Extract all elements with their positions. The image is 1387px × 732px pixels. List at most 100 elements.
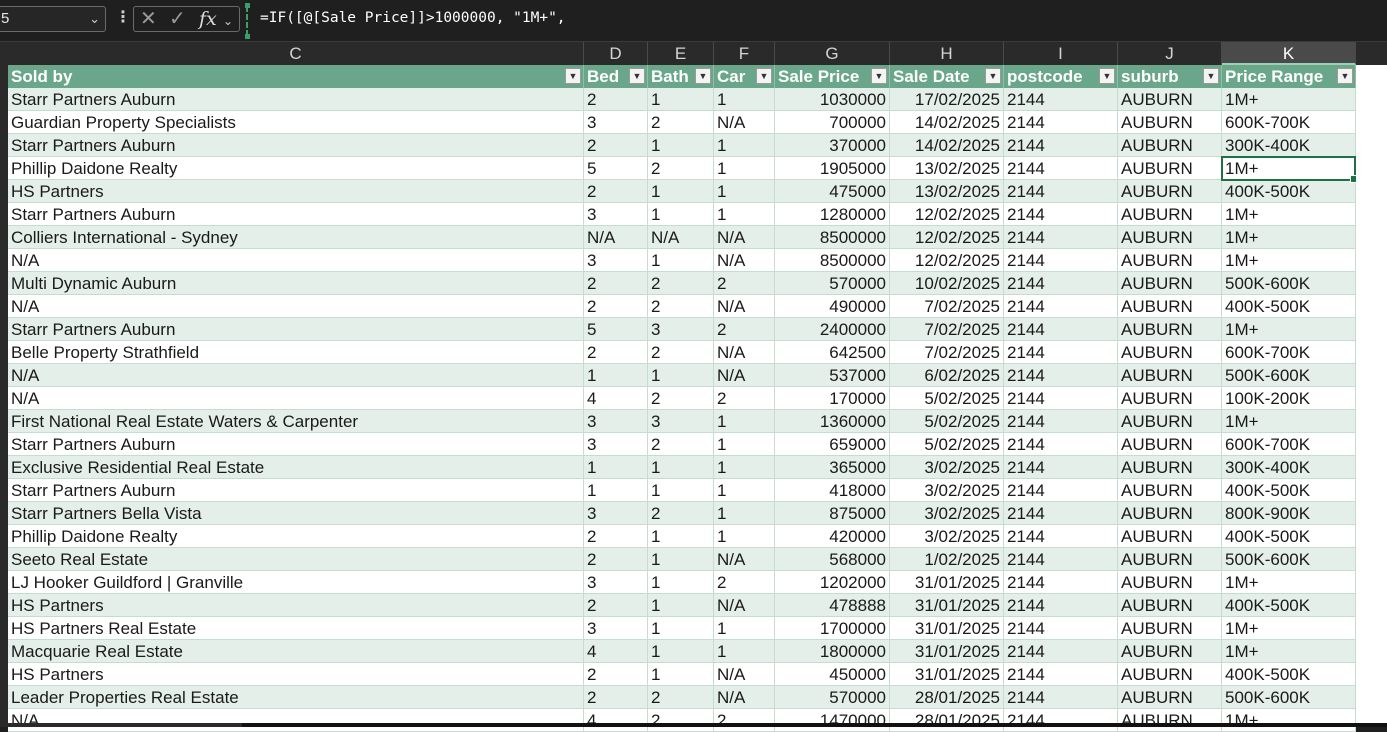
cell-sale-date[interactable]: 7/02/2025 — [890, 341, 1004, 364]
cell-bed[interactable]: 2 — [584, 272, 648, 295]
cell-car[interactable]: 1 — [714, 203, 775, 226]
cell-car[interactable]: 1 — [714, 134, 775, 157]
cell-bed[interactable]: 2 — [584, 525, 648, 548]
cell-sold-by[interactable]: N/A — [8, 295, 584, 318]
cell-sale-date[interactable]: 10/02/2025 — [890, 272, 1004, 295]
cell-sale-price[interactable]: 537000 — [775, 364, 890, 387]
x-icon[interactable]: ✕ — [140, 8, 157, 30]
cell-suburb[interactable]: AUBURN — [1118, 525, 1222, 548]
cell-sale-date[interactable]: 3/02/2025 — [890, 525, 1004, 548]
cell-sale-date[interactable]: 7/02/2025 — [890, 295, 1004, 318]
cell-bath[interactable]: 2 — [648, 709, 714, 732]
cell-price-range[interactable]: 500K-600K — [1222, 272, 1356, 295]
cell-postcode[interactable]: 2144 — [1004, 180, 1118, 203]
filter-dropdown-icon[interactable]: ▼ — [985, 68, 1001, 84]
cell-sold-by[interactable]: N/A — [8, 249, 584, 272]
filter-dropdown-icon[interactable]: ▼ — [629, 68, 645, 84]
cell-sale-date[interactable]: 13/02/2025 — [890, 180, 1004, 203]
cell-bath[interactable]: 1 — [648, 640, 714, 663]
cell-postcode[interactable]: 2144 — [1004, 226, 1118, 249]
cell-postcode[interactable]: 2144 — [1004, 456, 1118, 479]
cell-sale-date[interactable]: 13/02/2025 — [890, 157, 1004, 180]
cell-sold-by[interactable]: First National Real Estate Waters & Carp… — [8, 410, 584, 433]
cell-sale-date[interactable]: 14/02/2025 — [890, 111, 1004, 134]
cell-suburb[interactable]: AUBURN — [1118, 686, 1222, 709]
cell-postcode[interactable]: 2144 — [1004, 571, 1118, 594]
cell-sold-by[interactable]: Starr Partners Auburn — [8, 433, 584, 456]
cell-postcode[interactable]: 2144 — [1004, 318, 1118, 341]
cell-sold-by[interactable]: Starr Partners Auburn — [8, 134, 584, 157]
cell-bath[interactable]: 1 — [648, 594, 714, 617]
cell-price-range[interactable]: 400K-500K — [1222, 594, 1356, 617]
empty-cells[interactable] — [1356, 65, 1387, 727]
cell-sale-date[interactable]: 5/02/2025 — [890, 387, 1004, 410]
cell-car[interactable]: 2 — [714, 387, 775, 410]
cell-bath[interactable]: 3 — [648, 318, 714, 341]
cell-bath[interactable]: 1 — [648, 525, 714, 548]
cell-sale-date[interactable]: 12/02/2025 — [890, 226, 1004, 249]
column-letter-i[interactable]: I — [1004, 42, 1118, 65]
cell-sale-date[interactable]: 5/02/2025 — [890, 433, 1004, 456]
cell-sold-by[interactable]: HS Partners — [8, 663, 584, 686]
cell-bath[interactable]: 2 — [648, 686, 714, 709]
cell-sale-date[interactable]: 3/02/2025 — [890, 479, 1004, 502]
cell-car[interactable]: 2 — [714, 272, 775, 295]
cell-suburb[interactable]: AUBURN — [1118, 111, 1222, 134]
cell-bath[interactable]: 2 — [648, 272, 714, 295]
cell-bed[interactable]: 2 — [584, 341, 648, 364]
cell-sale-price[interactable]: 875000 — [775, 502, 890, 525]
cell-bed[interactable]: 4 — [584, 640, 648, 663]
cell-price-range[interactable]: 600K-700K — [1222, 433, 1356, 456]
cell-bath[interactable]: 1 — [648, 249, 714, 272]
filter-dropdown-icon[interactable]: ▼ — [1337, 68, 1353, 84]
cell-sold-by[interactable]: Starr Partners Bella Vista — [8, 502, 584, 525]
cell-sold-by[interactable]: N/A — [8, 387, 584, 410]
cell-price-range[interactable]: 1M+ — [1222, 203, 1356, 226]
column-letter-f[interactable]: F — [714, 42, 775, 65]
cell-bath[interactable]: 1 — [648, 88, 714, 111]
cell-suburb[interactable]: AUBURN — [1118, 295, 1222, 318]
header-sale-date[interactable]: Sale Date ▼ — [890, 65, 1004, 88]
cell-suburb[interactable]: AUBURN — [1118, 226, 1222, 249]
vertical-dots-icon[interactable]: ⋮ — [115, 9, 131, 26]
cell-bed[interactable]: 1 — [584, 364, 648, 387]
cell-postcode[interactable]: 2144 — [1004, 525, 1118, 548]
cell-price-range[interactable]: 1M+ — [1222, 157, 1356, 180]
cell-car[interactable]: N/A — [714, 226, 775, 249]
cell-sold-by[interactable]: HS Partners — [8, 594, 584, 617]
cell-sold-by[interactable]: Phillip Daidone Realty — [8, 525, 584, 548]
cell-car[interactable]: 1 — [714, 640, 775, 663]
cell-car[interactable]: 1 — [714, 88, 775, 111]
cell-sale-price[interactable]: 8500000 — [775, 249, 890, 272]
cell-bath[interactable]: 1 — [648, 203, 714, 226]
cell-car[interactable]: 1 — [714, 180, 775, 203]
column-letter-d[interactable]: D — [584, 42, 648, 65]
header-suburb[interactable]: suburb ▼ — [1118, 65, 1222, 88]
cell-bath[interactable]: 1 — [648, 479, 714, 502]
cell-sale-date[interactable]: 31/01/2025 — [890, 594, 1004, 617]
cell-sale-date[interactable]: 12/02/2025 — [890, 249, 1004, 272]
cell-sale-date[interactable]: 31/01/2025 — [890, 663, 1004, 686]
cell-suburb[interactable]: AUBURN — [1118, 709, 1222, 732]
cell-suburb[interactable]: AUBURN — [1118, 341, 1222, 364]
chevron-down-icon[interactable]: ⌄ — [223, 14, 234, 28]
cell-bath[interactable]: 1 — [648, 663, 714, 686]
cell-sale-price[interactable]: 450000 — [775, 663, 890, 686]
cell-sold-by[interactable]: HS Partners — [8, 180, 584, 203]
cell-bath[interactable]: 2 — [648, 295, 714, 318]
cell-postcode[interactable]: 2144 — [1004, 272, 1118, 295]
cell-sold-by[interactable]: Exclusive Residential Real Estate — [8, 456, 584, 479]
filter-dropdown-icon[interactable]: ▼ — [756, 68, 772, 84]
cell-sale-date[interactable]: 17/02/2025 — [890, 88, 1004, 111]
cell-sale-price[interactable]: 370000 — [775, 134, 890, 157]
cell-suburb[interactable]: AUBURN — [1118, 617, 1222, 640]
cell-sold-by[interactable]: Starr Partners Auburn — [8, 479, 584, 502]
cell-postcode[interactable]: 2144 — [1004, 617, 1118, 640]
column-letter-k[interactable]: K — [1222, 42, 1356, 65]
cell-car[interactable]: 1 — [714, 479, 775, 502]
column-letter-h[interactable]: H — [890, 42, 1004, 65]
cell-bed[interactable]: 2 — [584, 295, 648, 318]
cell-bath[interactable]: 1 — [648, 617, 714, 640]
cell-sale-price[interactable]: 420000 — [775, 525, 890, 548]
cell-price-range[interactable]: 300K-400K — [1222, 134, 1356, 157]
